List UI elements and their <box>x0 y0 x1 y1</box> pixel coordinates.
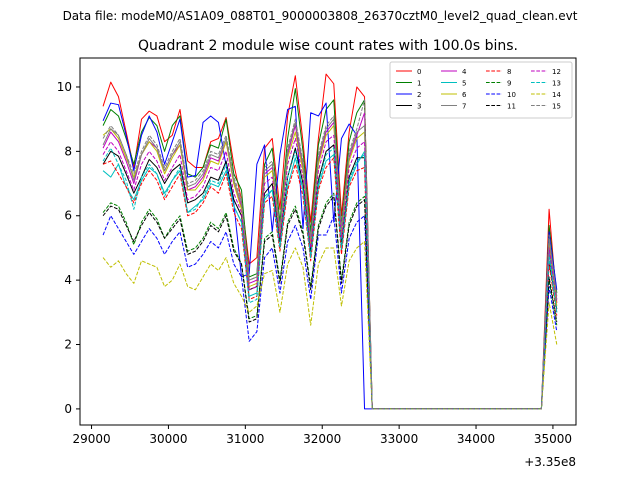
legend-label-5: 5 <box>462 80 466 88</box>
legend-label-8: 8 <box>507 68 511 76</box>
y-tick-label: 2 <box>64 338 72 352</box>
x-tick-label: 34000 <box>457 432 495 446</box>
y-tick-label: 10 <box>57 80 72 94</box>
x-tick-label: 35000 <box>534 432 572 446</box>
legend-label-15: 15 <box>552 103 561 111</box>
x-offset-label: +3.35e8 <box>524 455 576 469</box>
y-tick-label: 4 <box>64 273 72 287</box>
legend-label-0: 0 <box>417 68 421 76</box>
legend-label-9: 9 <box>507 80 511 88</box>
chart-title: Quadrant 2 module wise count rates with … <box>138 38 518 54</box>
y-axis: 0 2 4 6 8 10 <box>57 80 80 416</box>
series-layer <box>102 73 558 410</box>
legend-label-10: 10 <box>507 91 516 99</box>
series-line-15 <box>102 99 558 410</box>
legend-label-6: 6 <box>462 91 467 99</box>
y-tick-label: 6 <box>64 209 72 223</box>
legend-label-4: 4 <box>462 68 467 76</box>
x-tick-label: 32000 <box>303 432 341 446</box>
legend-label-3: 3 <box>417 103 421 111</box>
legend-label-13: 13 <box>552 80 561 88</box>
y-tick-label: 8 <box>64 144 72 158</box>
x-tick-label: 29000 <box>72 432 110 446</box>
figure-suptitle: Data file: modeM0/AS1A09_088T01_90000038… <box>63 9 578 23</box>
x-tick-label: 30000 <box>149 432 187 446</box>
x-tick-label: 31000 <box>226 432 264 446</box>
axes-frame <box>79 57 577 426</box>
legend-label-1: 1 <box>417 80 421 88</box>
series-line-12 <box>102 134 558 410</box>
legend-label-7: 7 <box>462 103 466 111</box>
y-tick-label: 0 <box>64 402 72 416</box>
legend-label-12: 12 <box>552 68 561 76</box>
x-tick-label: 33000 <box>380 432 418 446</box>
legend-label-14: 14 <box>552 91 561 99</box>
legend-label-2: 2 <box>417 91 421 99</box>
legend-label-11: 11 <box>507 103 516 111</box>
legend-box <box>389 61 573 119</box>
x-axis: 29000 30000 31000 32000 33000 34000 35000 <box>72 425 572 446</box>
series-line-10 <box>102 215 558 410</box>
series-line-8 <box>102 157 558 410</box>
